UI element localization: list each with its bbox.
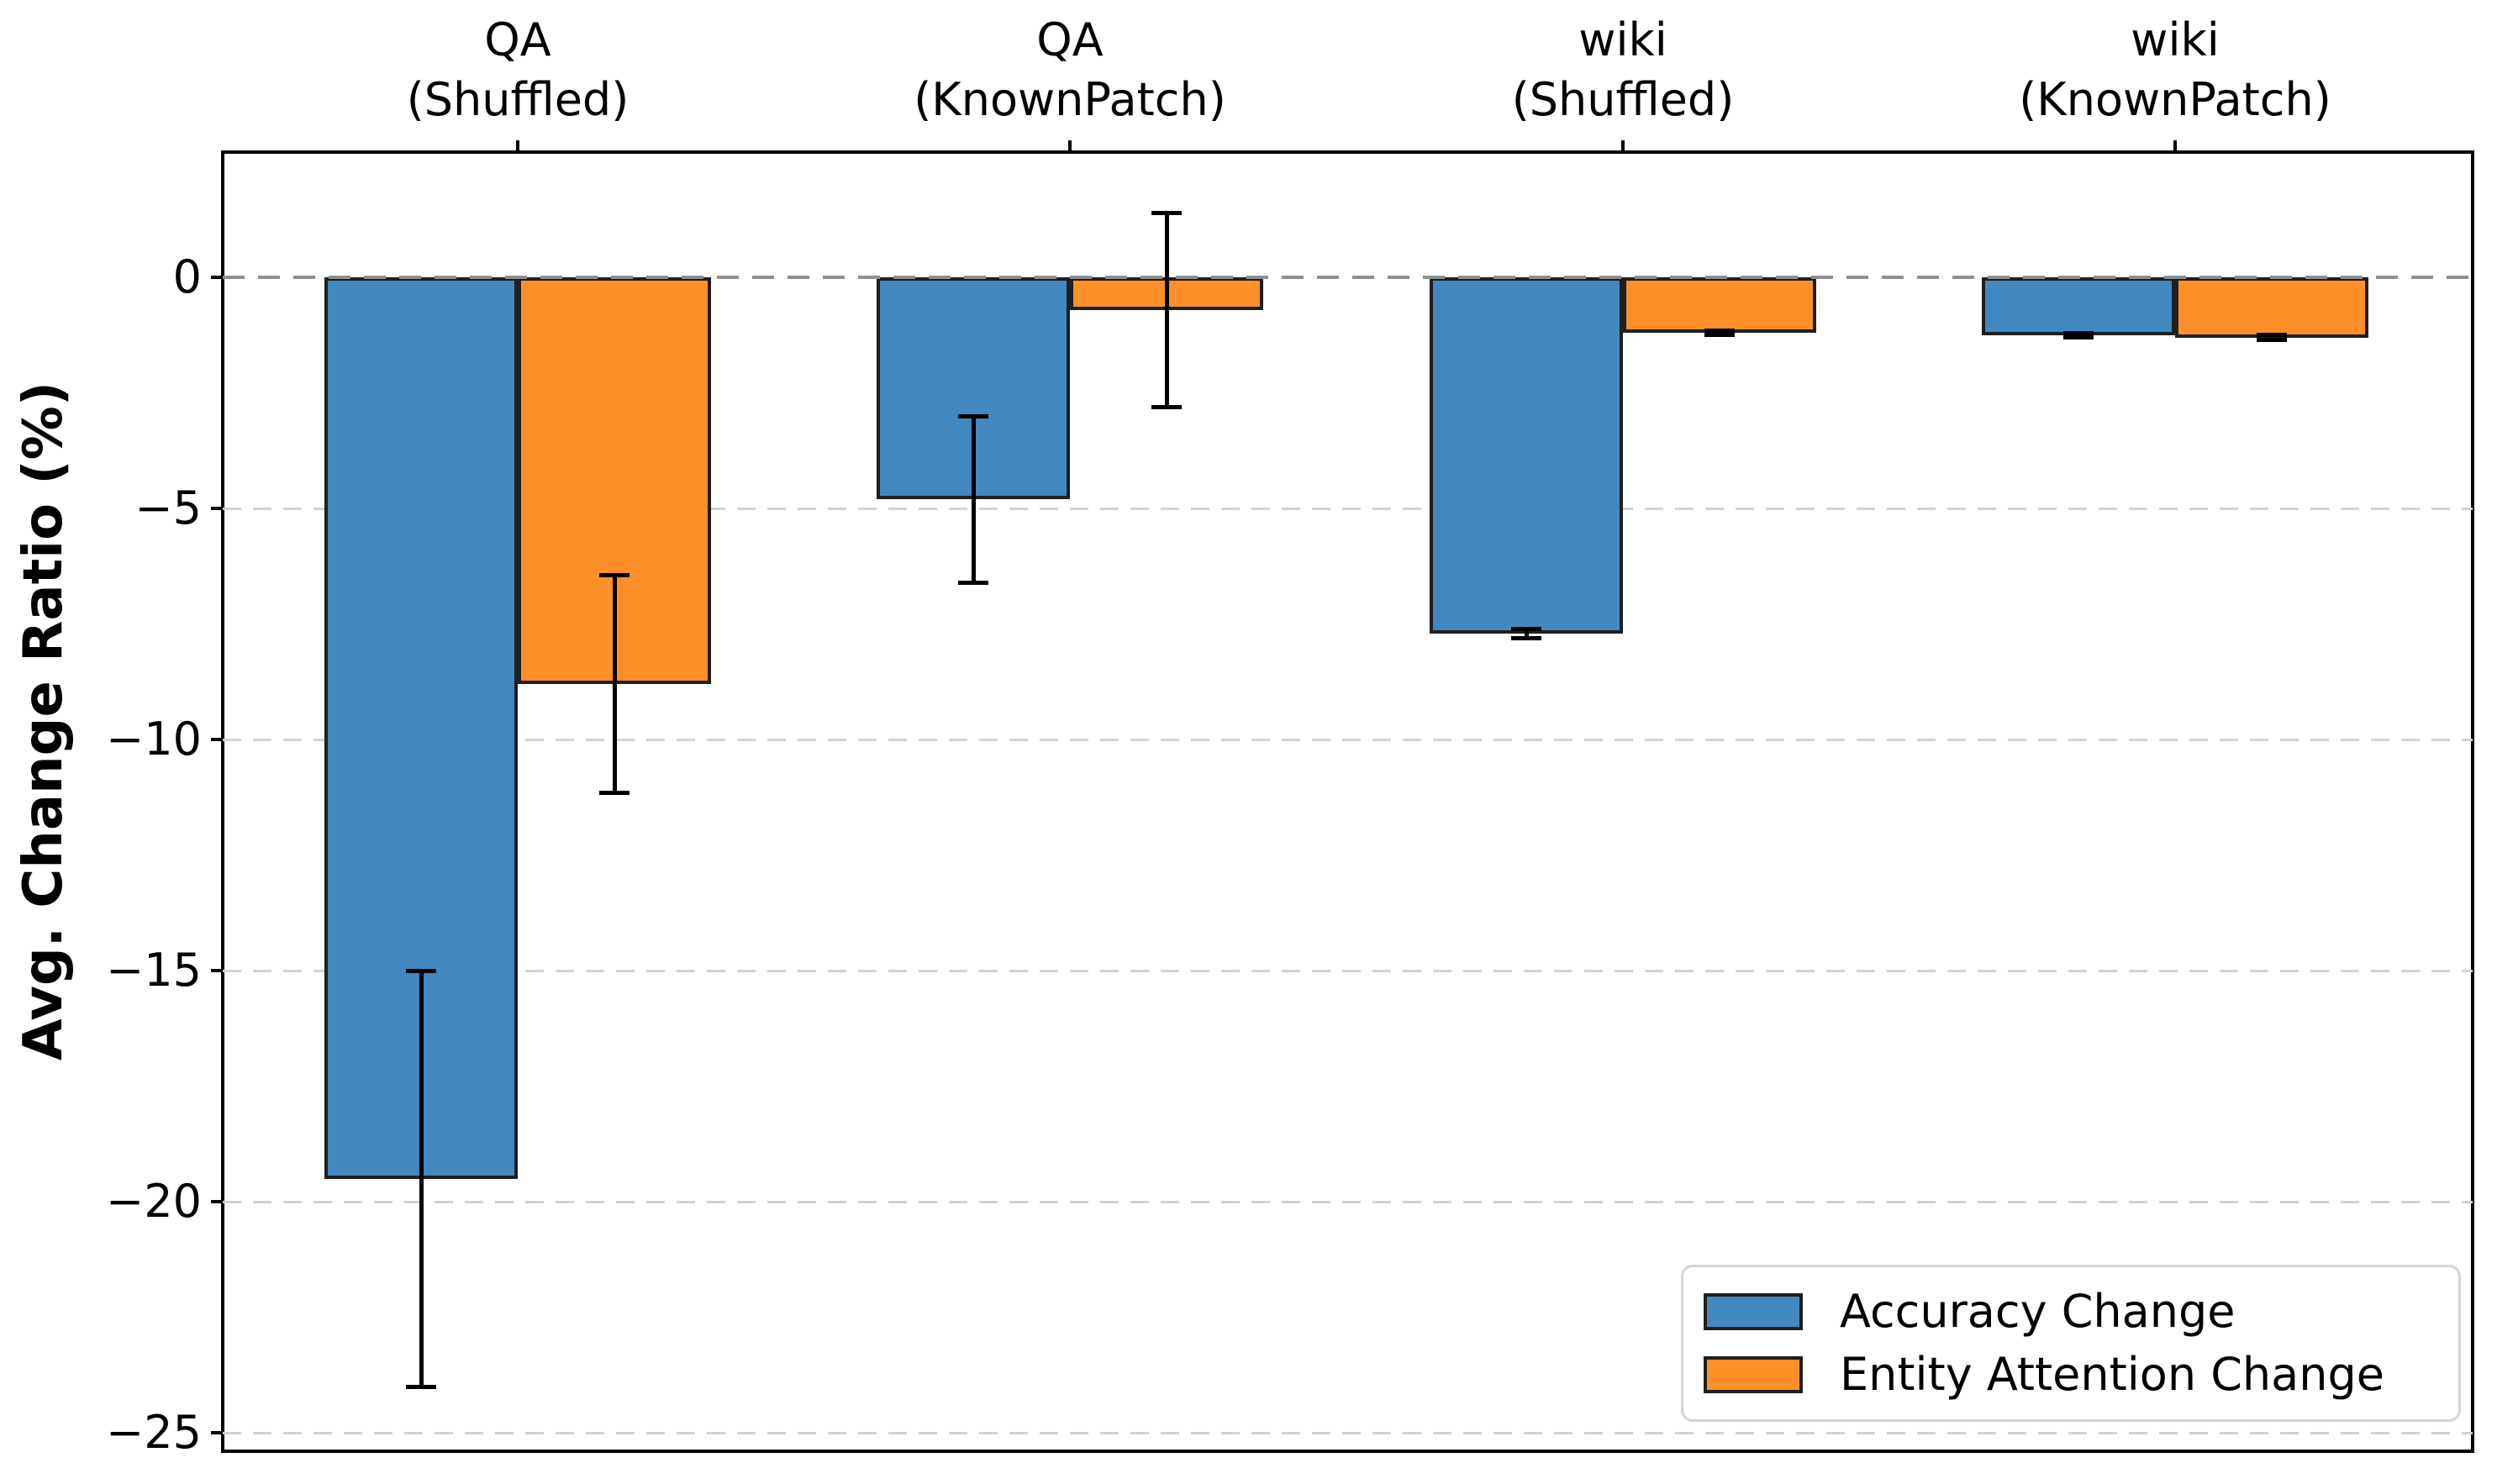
error-cap-bottom-accuracy-change-wiki-knownpatch bbox=[2063, 335, 2094, 339]
x-category-label-line: QA bbox=[1036, 13, 1104, 66]
legend-label-entity-attention-change: Entity Attention Change bbox=[1840, 1348, 2384, 1401]
x-category-label-line: (KnownPatch) bbox=[914, 73, 1226, 127]
zero-gridline bbox=[223, 276, 2473, 279]
legend-swatch-entity-attention-change bbox=[1704, 1356, 1803, 1393]
error-cap-bottom-entity-attention-change-qa-knownpatch bbox=[1151, 404, 1182, 409]
error-bar-accuracy-change-qa-shuffled bbox=[419, 971, 424, 1387]
error-cap-top-accuracy-change-qa-shuffled bbox=[406, 968, 436, 973]
bar-accuracy-change-wiki-knownpatch bbox=[1982, 277, 2175, 335]
error-cap-bottom-entity-attention-change-wiki-shuffled bbox=[1704, 333, 1735, 338]
x-category-label-line: QA bbox=[484, 13, 551, 66]
x-category-label-line: (KnownPatch) bbox=[2019, 73, 2331, 127]
error-bar-entity-attention-change-wiki-shuffled bbox=[1717, 330, 1722, 335]
bar-accuracy-change-wiki-shuffled bbox=[1430, 277, 1623, 634]
gridline--15 bbox=[223, 969, 2473, 972]
y-tick--5 bbox=[211, 507, 223, 510]
x-category-label-qa-knownpatch: QA (KnownPatch) bbox=[914, 10, 1226, 130]
bar-entity-attention-change-wiki-knownpatch bbox=[2175, 277, 2368, 338]
y-tick-0 bbox=[211, 276, 223, 279]
legend-swatch-accuracy-change bbox=[1704, 1293, 1803, 1330]
error-bar-entity-attention-change-qa-knownpatch bbox=[1164, 213, 1169, 407]
legend-item-accuracy-change: Accuracy Change bbox=[1704, 1289, 2458, 1334]
error-cap-top-entity-attention-change-qa-shuffled bbox=[599, 573, 630, 578]
error-bar-entity-attention-change-qa-shuffled bbox=[612, 575, 617, 793]
error-cap-top-accuracy-change-qa-knownpatch bbox=[958, 413, 988, 418]
error-cap-top-entity-attention-change-wiki-shuffled bbox=[1704, 328, 1735, 333]
error-bar-entity-attention-change-wiki-knownpatch bbox=[2269, 334, 2274, 340]
legend: Accuracy Change Entity Attention Change bbox=[1681, 1265, 2461, 1422]
legend-label-accuracy-change: Accuracy Change bbox=[1840, 1285, 2236, 1338]
x-tick-wiki-shuffled bbox=[1621, 140, 1625, 152]
error-cap-bottom-accuracy-change-wiki-shuffled bbox=[1511, 635, 1541, 640]
error-bar-accuracy-change-wiki-knownpatch bbox=[2076, 333, 2081, 338]
gridline--10 bbox=[223, 738, 2473, 741]
x-tick-qa-shuffled bbox=[516, 140, 519, 152]
x-tick-qa-knownpatch bbox=[1068, 140, 1072, 152]
error-cap-bottom-entity-attention-change-wiki-knownpatch bbox=[2257, 337, 2287, 342]
plot-area bbox=[211, 140, 2474, 1453]
y-tick-label-0: 0 bbox=[172, 250, 202, 303]
y-tick-label--25: −25 bbox=[106, 1406, 202, 1459]
y-tick-label--5: −5 bbox=[134, 482, 202, 534]
gridline--5 bbox=[223, 507, 2473, 510]
error-bar-accuracy-change-qa-knownpatch bbox=[971, 416, 976, 582]
error-cap-top-entity-attention-change-wiki-knownpatch bbox=[2257, 333, 2287, 338]
error-bar-accuracy-change-wiki-shuffled bbox=[1524, 629, 1529, 638]
x-category-label-wiki-shuffled: wiki (Shuffled) bbox=[1512, 10, 1735, 130]
x-category-label-line: (Shuffled) bbox=[406, 73, 630, 127]
error-cap-bottom-accuracy-change-qa-knownpatch bbox=[958, 580, 988, 585]
gridline--20 bbox=[223, 1200, 2473, 1203]
error-cap-bottom-accuracy-change-qa-shuffled bbox=[406, 1384, 436, 1389]
y-tick--10 bbox=[211, 738, 223, 741]
error-cap-top-entity-attention-change-qa-knownpatch bbox=[1151, 210, 1182, 215]
y-tick--25 bbox=[211, 1431, 223, 1434]
x-category-label-line: wiki bbox=[2131, 13, 2220, 66]
legend-item-entity-attention-change: Entity Attention Change bbox=[1704, 1352, 2458, 1397]
y-tick-label--20: −20 bbox=[106, 1175, 202, 1228]
x-tick-wiki-knownpatch bbox=[2173, 140, 2177, 152]
x-category-label-wiki-knownpatch: wiki (KnownPatch) bbox=[2019, 10, 2331, 130]
y-tick--20 bbox=[211, 1200, 223, 1203]
error-cap-bottom-entity-attention-change-qa-shuffled bbox=[599, 790, 630, 795]
y-tick-label--15: −15 bbox=[106, 944, 202, 997]
error-cap-top-accuracy-change-wiki-knownpatch bbox=[2063, 330, 2094, 335]
y-tick--15 bbox=[211, 969, 223, 972]
x-category-label-line: wiki bbox=[1578, 13, 1667, 66]
x-category-label-line: (Shuffled) bbox=[1511, 73, 1735, 127]
x-category-label-qa-shuffled: QA (Shuffled) bbox=[407, 10, 630, 130]
bar-entity-attention-change-wiki-shuffled bbox=[1623, 277, 1816, 333]
y-tick-label--10: −10 bbox=[106, 713, 202, 766]
gridline--25 bbox=[223, 1431, 2473, 1434]
error-cap-top-accuracy-change-wiki-shuffled bbox=[1511, 626, 1541, 631]
